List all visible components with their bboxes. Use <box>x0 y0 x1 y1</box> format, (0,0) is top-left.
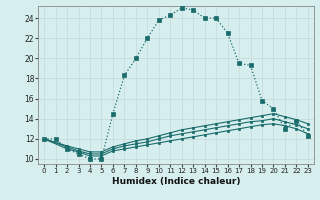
X-axis label: Humidex (Indice chaleur): Humidex (Indice chaleur) <box>112 177 240 186</box>
